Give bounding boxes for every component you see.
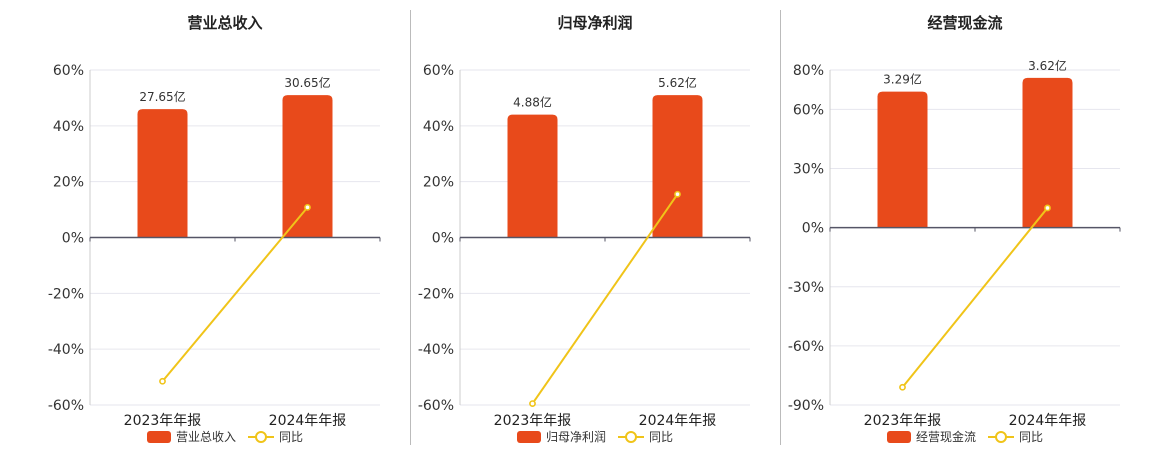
legend-bar-swatch <box>886 430 911 443</box>
y-tick-label: -40% <box>48 342 84 358</box>
legend-bar-label: 经营现金流 <box>915 430 976 444</box>
y-tick-label: 20% <box>423 175 454 191</box>
chart-panel-cash-flow: 经营现金流 80% 60% 30% 0% -30% -60% -90% 3.29亿 3.62亿 2… <box>780 0 1150 450</box>
bar <box>137 109 188 238</box>
y-tick-label: -40% <box>418 342 454 358</box>
bar <box>282 95 333 238</box>
chart-svg: 60% 40% 20% 0% -20% -40% -60% 27.65亿 30.65亿 2023年… <box>48 63 381 429</box>
yoy-point <box>899 383 906 391</box>
chart-legend: 经营现金流 同比 <box>780 428 1150 445</box>
y-tick-label: -60% <box>788 339 824 355</box>
y-tick-label: 0% <box>802 221 824 237</box>
legend-line-label: 同比 <box>1019 430 1044 444</box>
x-category-label: 2024年年报 <box>639 413 717 429</box>
legend-line-swatch <box>248 430 274 443</box>
y-tick-label: 20% <box>53 175 84 191</box>
chart-legend: 归母净利润 同比 <box>410 428 780 445</box>
legend-bar-swatch <box>146 430 171 443</box>
y-tick-label: -60% <box>418 398 454 414</box>
y-tick-label: -60% <box>48 398 84 414</box>
legend-bar-label: 营业总收入 <box>175 430 236 444</box>
legend-line-label: 同比 <box>649 430 674 444</box>
y-tick-label: 40% <box>53 119 84 135</box>
y-tick-label: -20% <box>418 286 454 302</box>
y-tick-label: 40% <box>423 119 454 135</box>
yoy-point <box>159 377 166 385</box>
bar-value-label: 5.62亿 <box>658 75 697 90</box>
bar-value-label: 3.62亿 <box>1028 58 1067 73</box>
y-tick-label: 60% <box>423 63 454 79</box>
chart-panel-net-profit: 归母净利润 60% 40% 20% 0% -20% -40% -60% 4.88亿 5.62亿 2… <box>410 0 780 450</box>
y-tick-label: 80% <box>793 63 824 79</box>
y-tick-label: 30% <box>793 162 824 178</box>
bar-value-label: 27.65亿 <box>139 89 185 104</box>
x-category-label: 2024年年报 <box>1009 413 1087 429</box>
bar-value-label: 3.29亿 <box>883 72 922 87</box>
chart-svg: 60% 40% 20% 0% -20% -40% -60% 4.88亿 5.62亿 2023年年报… <box>418 63 751 429</box>
x-category-label: 2023年年报 <box>864 413 942 429</box>
yoy-line <box>901 207 1049 388</box>
bar-value-label: 30.65亿 <box>284 75 330 90</box>
y-tick-label: 60% <box>53 63 84 79</box>
bar <box>1022 77 1073 228</box>
chart-title: 经营现金流 <box>927 14 1003 32</box>
legend-bar-swatch <box>516 430 541 443</box>
y-tick-label: 0% <box>62 231 84 247</box>
chart-panel-revenue: 营业总收入 60% 40% 20% 0% -20% -40% -60% 27.65亿 30.65… <box>40 0 410 450</box>
y-tick-label: 60% <box>793 102 824 118</box>
chart-title: 营业总收入 <box>187 14 263 32</box>
chart-legend: 营业总收入 同比 <box>40 428 410 445</box>
legend-line-swatch <box>988 430 1014 443</box>
y-tick-label: -30% <box>788 280 824 296</box>
yoy-point <box>1044 204 1051 212</box>
y-tick-label: -90% <box>788 398 824 414</box>
chart-svg: 80% 60% 30% 0% -30% -60% -90% 3.29亿 3.62亿 2023年年报… <box>788 58 1121 429</box>
legend-line-label: 同比 <box>279 430 304 444</box>
y-tick-label: 0% <box>432 231 454 247</box>
panel-divider <box>780 10 781 445</box>
bar-value-label: 4.88亿 <box>513 95 552 110</box>
yoy-point <box>304 203 311 211</box>
yoy-line <box>161 206 309 382</box>
x-category-label: 2024年年报 <box>269 413 347 429</box>
bar <box>507 114 558 238</box>
yoy-line <box>531 193 679 405</box>
legend-line-swatch <box>618 430 644 443</box>
yoy-point <box>529 400 536 408</box>
x-category-label: 2023年年报 <box>494 413 572 429</box>
y-tick-label: -20% <box>48 286 84 302</box>
chart-title: 归母净利润 <box>557 14 633 32</box>
bar <box>652 95 703 238</box>
bar <box>877 91 928 228</box>
yoy-point <box>674 190 681 198</box>
panel-divider <box>410 10 411 445</box>
x-category-label: 2023年年报 <box>124 413 202 429</box>
legend-bar-label: 归母净利润 <box>545 430 606 444</box>
